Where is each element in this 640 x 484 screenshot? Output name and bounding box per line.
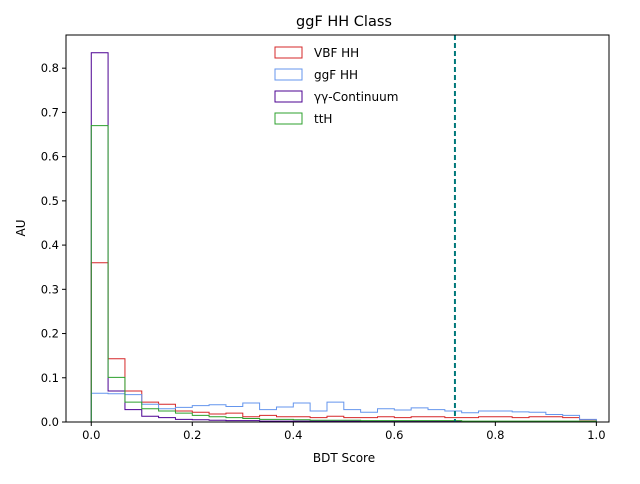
y-tick-label: 0.8 <box>41 61 59 75</box>
series-1-step-line <box>90 392 597 422</box>
y-tick-label: 0.2 <box>41 327 59 341</box>
y-tick-label: 0.0 <box>41 415 59 429</box>
x-tick-label: 0.0 <box>82 428 100 442</box>
legend-label: ggF HH <box>314 68 358 82</box>
y-tick-label: 0.5 <box>41 194 59 208</box>
x-tick-label: 0.6 <box>385 428 403 442</box>
x-ticks: 0.0 0.2 0.4 0.6 0.8 1.0 <box>82 422 606 442</box>
x-tick-label: 0.8 <box>486 428 504 442</box>
x-axis-label: BDT Score <box>313 451 375 465</box>
legend-label: γγ-Continuum <box>314 90 398 104</box>
legend-swatch <box>274 90 303 103</box>
y-ticks: 0.0 0.1 0.2 0.3 0.4 0.5 0.6 0.7 0.8 <box>41 61 66 429</box>
legend-swatch <box>274 68 303 81</box>
x-tick-label: 1.0 <box>587 428 605 442</box>
x-tick-label: 0.2 <box>183 428 201 442</box>
chart-title: ggF HH Class <box>296 14 392 30</box>
legend-swatch <box>274 112 303 125</box>
legend-swatch <box>274 46 303 59</box>
y-tick-label: 0.3 <box>41 282 59 296</box>
legend-label: ttH <box>314 112 332 126</box>
series-0-step-line <box>90 262 597 422</box>
legend: VBF HH ggF HH γγ-Continuum ttH <box>274 46 398 126</box>
x-tick-label: 0.4 <box>284 428 302 442</box>
y-tick-label: 0.7 <box>41 105 59 119</box>
series-3-step-line <box>90 125 597 422</box>
y-tick-label: 0.4 <box>41 238 59 252</box>
axes-frame <box>65 34 610 423</box>
y-axis-label: AU <box>14 220 28 237</box>
y-tick-label: 0.6 <box>41 150 59 164</box>
y-tick-label: 0.1 <box>41 371 59 385</box>
legend-label: VBF HH <box>314 46 359 60</box>
